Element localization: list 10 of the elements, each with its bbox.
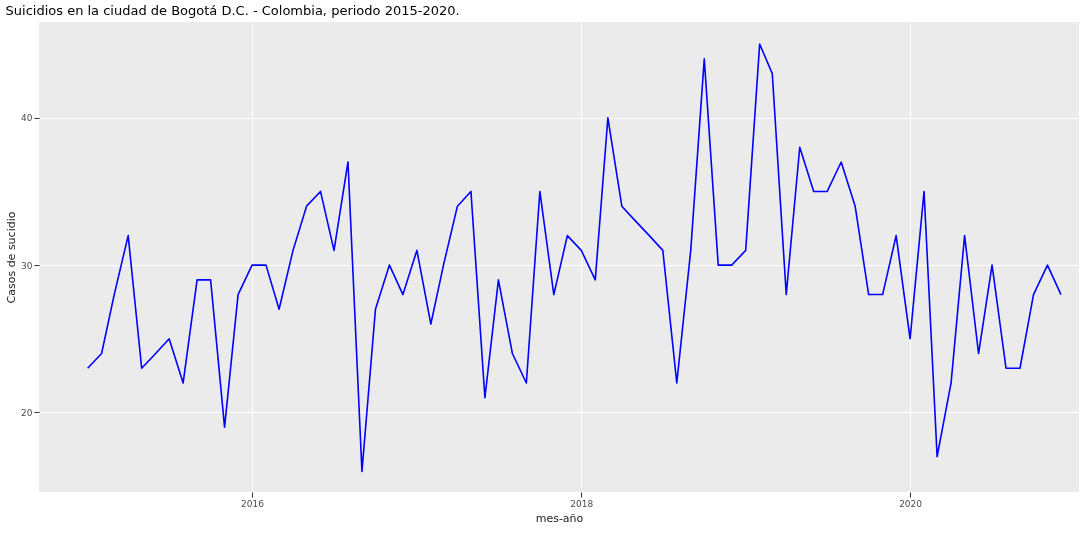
x-tick-label: 2020 [899,498,923,509]
y-tick-label: 20 [21,407,33,418]
y-tick-label: 30 [21,260,33,271]
line-series [86,43,1062,473]
x-tick-label: 2016 [241,498,265,509]
x-tick-label: 2018 [570,498,594,509]
y-tick-label: 40 [21,113,33,124]
chart-title: Suicidios en la ciudad de Bogotá D.C. - Colombia, periodo 2015-2020. [5,3,460,18]
x-axis-title: mes-año [535,511,584,525]
y-axis-title: Casos de sucidio [5,211,19,304]
